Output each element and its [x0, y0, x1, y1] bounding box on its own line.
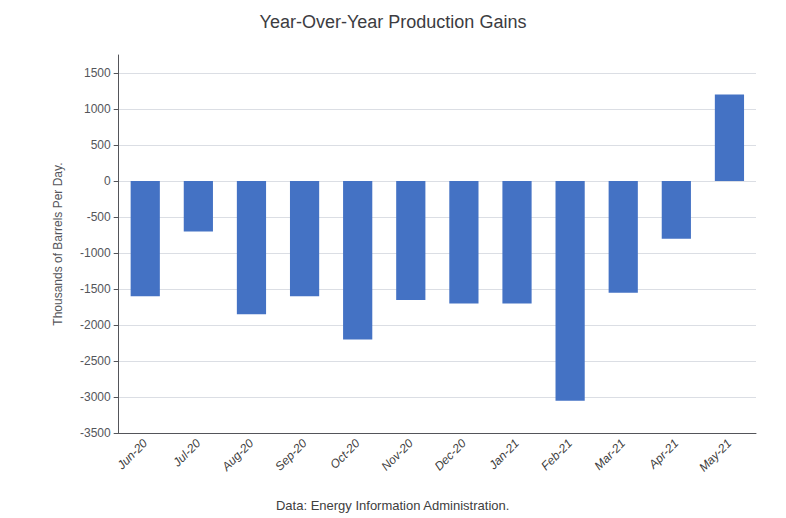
- svg-text:Apr-21: Apr-21: [645, 436, 681, 472]
- svg-text:Jan-21: Jan-21: [485, 436, 522, 473]
- svg-text:-2000: -2000: [80, 318, 111, 332]
- svg-text:-1000: -1000: [80, 246, 111, 260]
- svg-text:-2500: -2500: [80, 354, 111, 368]
- svg-text:Thousands of Barrels Per Day.: Thousands of Barrels Per Day.: [51, 163, 65, 326]
- svg-text:-3000: -3000: [80, 390, 111, 404]
- svg-text:Sep-20: Sep-20: [272, 436, 309, 473]
- svg-text:Mar-21: Mar-21: [592, 436, 629, 473]
- svg-text:Jun-20: Jun-20: [114, 436, 151, 473]
- svg-text:-3500: -3500: [80, 426, 111, 440]
- svg-text:Nov-20: Nov-20: [379, 436, 416, 473]
- svg-text:-1500: -1500: [80, 282, 111, 296]
- svg-text:Year-Over-Year Production Gain: Year-Over-Year Production Gains: [260, 12, 527, 32]
- svg-text:Oct-20: Oct-20: [327, 436, 363, 472]
- svg-text:Jul-20: Jul-20: [170, 436, 204, 470]
- svg-text:Aug-20: Aug-20: [218, 436, 256, 474]
- svg-text:1500: 1500: [84, 66, 111, 80]
- svg-text:1000: 1000: [84, 102, 111, 116]
- svg-text:500: 500: [91, 138, 111, 152]
- svg-text:0: 0: [104, 174, 111, 188]
- svg-text:May-21: May-21: [696, 436, 734, 474]
- svg-text:Feb-21: Feb-21: [538, 436, 575, 473]
- svg-text:Dec-20: Dec-20: [432, 436, 469, 473]
- svg-text:-500: -500: [87, 210, 111, 224]
- svg-text:Data: Energy Information Admin: Data: Energy Information Administration.: [276, 498, 509, 513]
